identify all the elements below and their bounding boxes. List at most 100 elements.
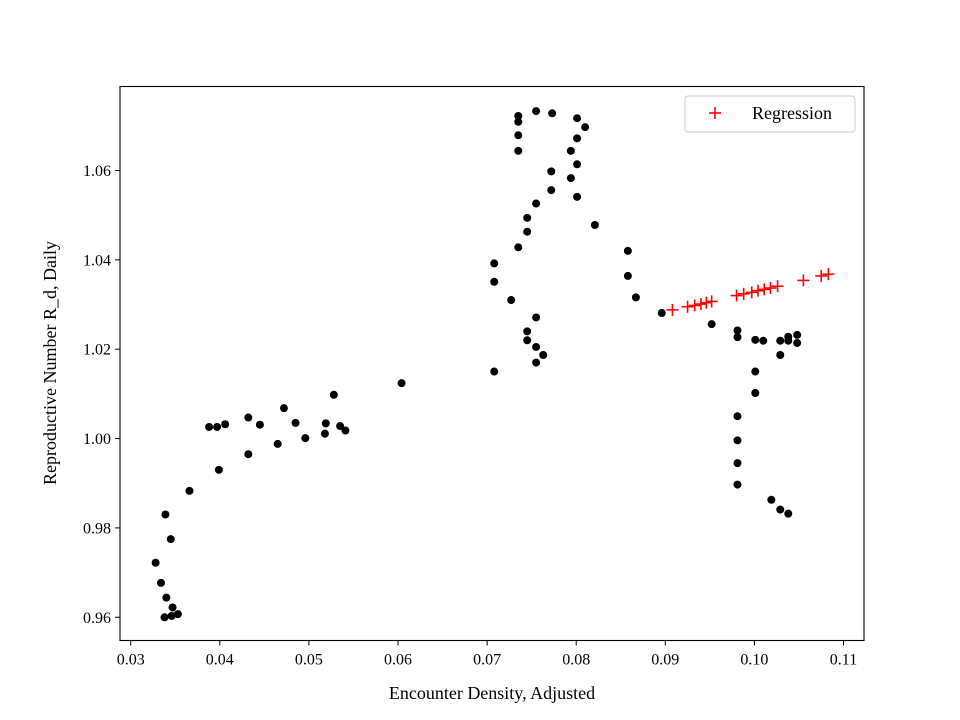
data-point <box>776 505 785 514</box>
data-point <box>507 296 516 305</box>
data-point <box>733 333 742 342</box>
x-tick-label: 0.05 <box>295 652 323 669</box>
data-point <box>255 420 264 429</box>
regression-point <box>758 283 771 296</box>
data-point <box>733 412 742 421</box>
data-point <box>329 390 338 399</box>
regression-point <box>745 286 758 299</box>
data-point <box>573 134 582 143</box>
data-point <box>490 277 499 286</box>
data-point <box>244 450 253 459</box>
regression-point <box>797 274 810 287</box>
data-point <box>566 146 575 155</box>
data-point <box>784 336 793 345</box>
legend-entry-regression: Regression <box>752 103 832 123</box>
data-point <box>523 336 532 345</box>
data-point <box>336 422 345 431</box>
x-tick-label: 0.06 <box>384 652 412 669</box>
data-point <box>279 404 288 413</box>
data-point <box>167 611 176 620</box>
legend: Regression <box>684 95 856 133</box>
x-axis-ticks: 0.03 0.04 0.05 0.06 0.07 0.08 0.09 0.10 0.11 <box>117 640 857 669</box>
data-point <box>767 495 776 504</box>
data-point <box>523 213 532 222</box>
data-point <box>707 320 716 329</box>
data-point <box>776 351 785 360</box>
data-point <box>168 603 177 612</box>
data-point <box>490 367 499 376</box>
x-tick-label: 0.03 <box>117 652 145 669</box>
y-axis-ticks: 0.96 0.98 1.00 1.02 1.04 1.06 <box>83 163 120 627</box>
x-tick-label: 0.10 <box>740 652 768 669</box>
y-tick-label: 1.04 <box>83 252 111 269</box>
data-point <box>532 107 541 116</box>
data-point <box>301 434 310 443</box>
x-tick-label: 0.09 <box>651 652 679 669</box>
plot-area <box>120 86 864 641</box>
regression-point <box>730 289 743 302</box>
data-point <box>623 246 632 255</box>
regression-point <box>694 298 707 311</box>
regression-point <box>751 284 764 297</box>
data-point <box>532 342 541 351</box>
data-point <box>776 336 785 345</box>
data-point <box>173 610 182 619</box>
y-tick-label: 1.02 <box>83 342 111 359</box>
x-tick-label: 0.11 <box>830 652 857 669</box>
regression-point <box>764 281 777 294</box>
data-point <box>205 422 214 431</box>
data-point <box>573 160 582 169</box>
data-point <box>321 419 330 428</box>
data-point <box>532 313 541 322</box>
data-point <box>793 330 802 339</box>
regression-point <box>815 269 828 282</box>
regression-point <box>666 303 679 316</box>
data-point <box>581 123 590 132</box>
data-point <box>341 426 350 435</box>
data-point <box>523 227 532 236</box>
data-point <box>539 351 548 360</box>
observed-points <box>151 107 802 622</box>
regression-point <box>688 299 701 312</box>
regression-point <box>681 300 694 313</box>
data-point <box>547 186 556 195</box>
y-tick-label: 0.98 <box>83 520 111 537</box>
plot-frame <box>119 85 865 642</box>
regression-point <box>822 268 835 281</box>
regression-point <box>705 295 718 308</box>
y-axis-label: Reproductive Number R_d, Daily <box>40 241 60 485</box>
data-point <box>793 338 802 347</box>
y-tick-label: 1.06 <box>83 163 111 180</box>
data-point <box>397 379 406 388</box>
data-point <box>573 192 582 201</box>
data-point <box>161 510 170 519</box>
data-point <box>566 174 575 183</box>
data-point <box>514 243 523 252</box>
data-point <box>784 509 793 518</box>
data-point <box>733 459 742 468</box>
data-point <box>156 578 165 587</box>
data-point <box>214 465 223 474</box>
data-point <box>751 388 760 397</box>
legend-box <box>684 95 856 133</box>
data-point <box>631 293 640 302</box>
regression-points <box>666 268 835 316</box>
data-point <box>160 613 169 622</box>
data-point <box>514 117 523 126</box>
data-point <box>548 109 557 118</box>
data-point <box>185 486 194 495</box>
data-point <box>547 167 556 176</box>
data-point <box>320 429 329 438</box>
data-point <box>514 146 523 155</box>
data-point <box>221 420 230 429</box>
data-point <box>733 436 742 445</box>
data-point <box>291 418 300 427</box>
data-point <box>523 327 532 336</box>
y-tick-label: 1.00 <box>83 431 111 448</box>
data-point <box>590 221 599 229</box>
data-point <box>751 367 760 376</box>
x-tick-label: 0.04 <box>206 652 234 669</box>
data-point <box>573 114 582 123</box>
data-point <box>759 336 768 345</box>
